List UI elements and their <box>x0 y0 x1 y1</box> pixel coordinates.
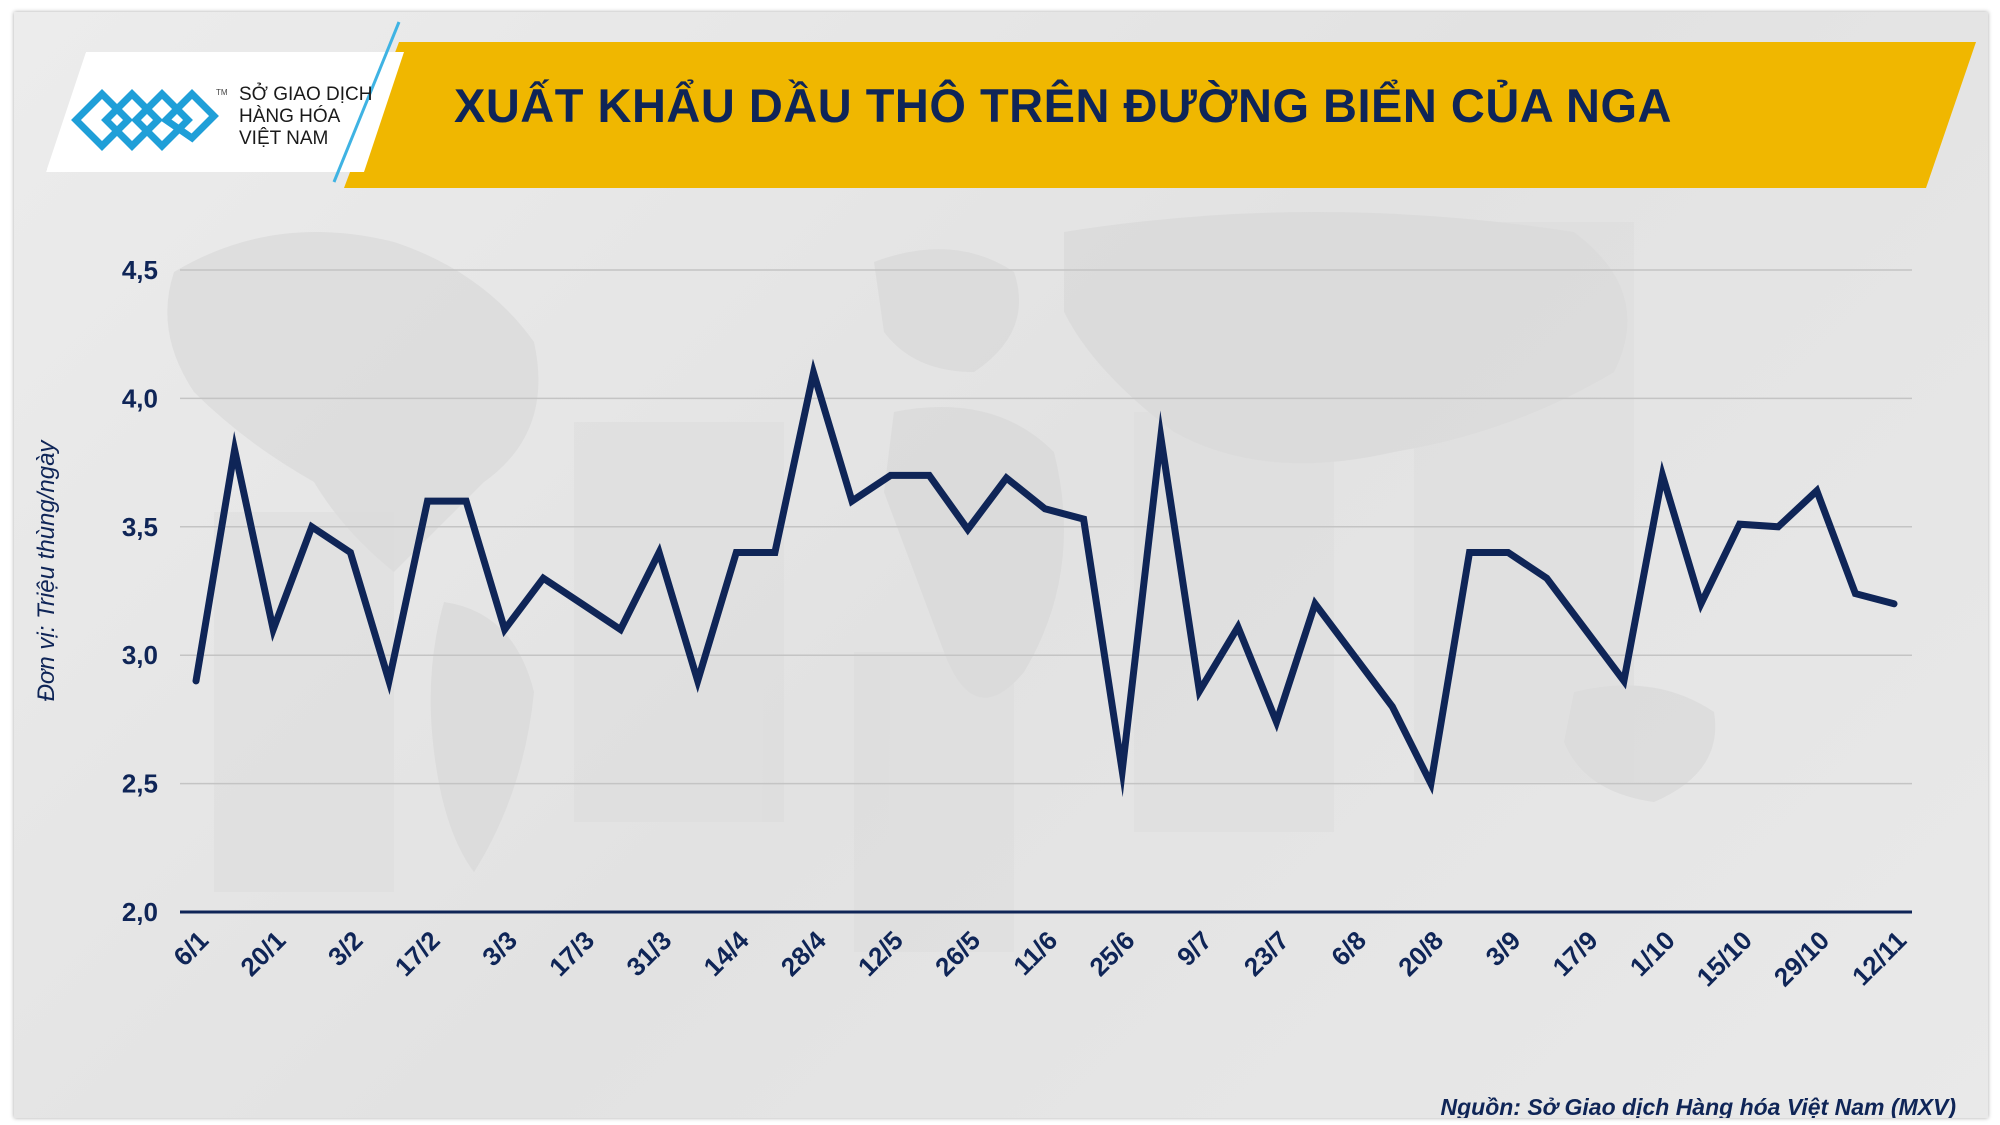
x-tick-label: 3/3 <box>476 925 523 972</box>
logo-trademark: TM <box>216 88 228 97</box>
x-tick-label: 17/9 <box>1547 925 1604 982</box>
x-tick-label: 6/8 <box>1325 925 1372 972</box>
y-tick-label: 3,5 <box>122 512 158 542</box>
x-tick-label: 28/4 <box>775 925 832 982</box>
x-tick-label: 26/5 <box>929 925 986 982</box>
world-map-background <box>167 212 1716 952</box>
y-tick-label: 2,5 <box>122 769 158 799</box>
chart-frame: XUẤT KHẨU DẦU THÔ TRÊN ĐƯỜNG BIỂN CỦA NG… <box>14 12 1988 1118</box>
y-tick-label: 4,5 <box>122 255 158 285</box>
x-tick-label: 25/6 <box>1083 925 1140 982</box>
x-tick-label: 1/10 <box>1624 925 1681 982</box>
source-note: Nguồn: Sở Giao dịch Hàng hóa Việt Nam (M… <box>1440 1094 1956 1118</box>
x-tick-label: 12/11 <box>1846 925 1912 991</box>
x-tick-label: 20/8 <box>1392 925 1449 982</box>
series-line <box>192 358 1898 798</box>
y-tick-label: 3,0 <box>122 640 158 670</box>
x-tick-label: 6/1 <box>167 925 214 972</box>
logo-line-3: VIỆT NAM <box>239 128 329 149</box>
x-tick-label: 17/3 <box>543 925 600 982</box>
chart-title: XUẤT KHẨU DẦU THÔ TRÊN ĐƯỜNG BIỂN CỦA NG… <box>454 79 1672 132</box>
y-axis-title: Đơn vị: Triệu thùng/ngày <box>33 439 60 702</box>
x-tick-label: 11/6 <box>1007 925 1063 981</box>
x-tick-label: 15/10 <box>1691 925 1758 992</box>
y-tick-label: 2,0 <box>122 897 158 927</box>
title-banner <box>344 42 1976 188</box>
x-tick-label: 12/5 <box>852 925 909 982</box>
y-tick-label: 4,0 <box>122 383 158 413</box>
x-tick-label: 14/4 <box>698 925 755 982</box>
x-tick-label: 31/3 <box>620 925 677 982</box>
logo-line-2: HÀNG HÓA <box>239 106 341 127</box>
logo-text: SỞ GIAO DỊCH HÀNG HÓA VIỆT NAM <box>239 84 372 150</box>
x-tick-label: 9/7 <box>1171 925 1218 972</box>
x-tick-label: 3/2 <box>322 925 369 972</box>
x-tick-label: 17/2 <box>389 925 446 982</box>
x-tick-label: 29/10 <box>1768 925 1835 992</box>
x-tick-label: 20/1 <box>234 925 291 982</box>
logo-line-1: SỞ GIAO DỊCH <box>239 84 373 105</box>
logo-mark <box>71 21 401 183</box>
x-tick-label: 3/9 <box>1480 925 1527 972</box>
x-tick-label: 23/7 <box>1238 925 1295 982</box>
line-chart: 2,0 2,5 3,0 3,5 4,0 4,5 Đơn vị: Triệu thùng/ng… <box>33 255 1912 992</box>
logo-panel <box>46 52 404 172</box>
